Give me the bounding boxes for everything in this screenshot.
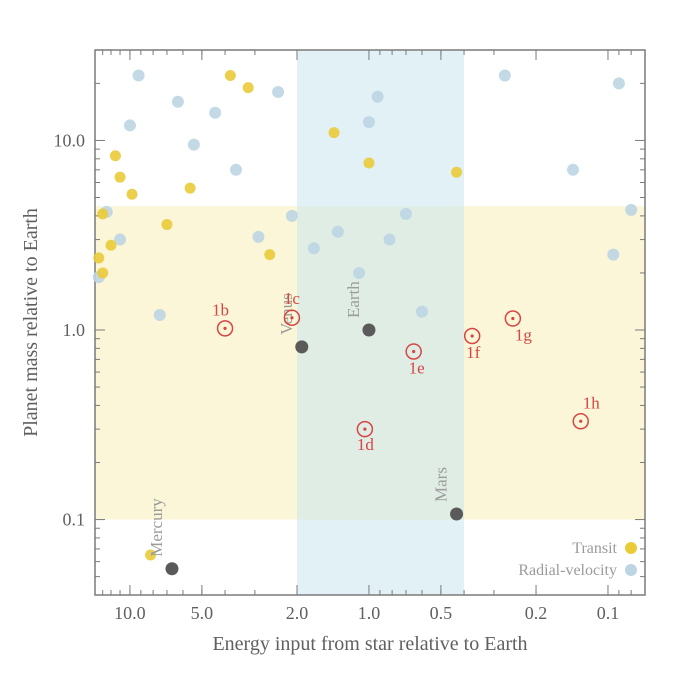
legend-marker bbox=[625, 542, 637, 554]
transit-point bbox=[110, 150, 121, 161]
x-tick-label: 1.0 bbox=[358, 603, 381, 623]
rv-point bbox=[363, 116, 375, 128]
rv-point bbox=[499, 70, 511, 82]
trappist-label: 1h bbox=[583, 393, 601, 412]
trappist-planet-dot bbox=[471, 334, 474, 337]
x-tick-label: 0.1 bbox=[597, 603, 620, 623]
transit-point bbox=[97, 208, 108, 219]
solar-system-label: Mercury bbox=[147, 498, 166, 557]
trappist-label: 1e bbox=[409, 359, 425, 378]
solar-system-label: Mars bbox=[432, 467, 451, 502]
transit-point bbox=[243, 82, 254, 93]
rv-point bbox=[286, 210, 298, 222]
x-tick-label: 10.0 bbox=[114, 603, 146, 623]
transit-point bbox=[329, 127, 340, 138]
x-axis-label: Energy input from star relative to Earth bbox=[212, 633, 527, 655]
solar-system-planet bbox=[362, 324, 375, 337]
rv-point bbox=[607, 249, 619, 261]
x-tick-label: 0.5 bbox=[430, 603, 453, 623]
rv-point bbox=[172, 96, 184, 108]
solar-system-planet bbox=[165, 562, 178, 575]
rv-point bbox=[272, 86, 284, 98]
rv-point bbox=[400, 208, 412, 220]
trappist-planet-dot bbox=[412, 350, 415, 353]
trappist-planet-dot bbox=[223, 327, 226, 330]
legend: Transit Radial-velocity bbox=[518, 540, 637, 579]
x-tick-label: 2.0 bbox=[286, 603, 309, 623]
y-tick-label: 1.0 bbox=[63, 320, 86, 340]
trappist-label: 1f bbox=[466, 343, 481, 362]
rv-point bbox=[154, 309, 166, 321]
scatter-plot: 10.0 5.0 2.0 1.0 0.5 0.2 0.1 0.1 1.0 10.0 Energy i… bbox=[0, 0, 700, 683]
rv-point bbox=[308, 242, 320, 254]
transit-point bbox=[225, 70, 236, 81]
rv-point bbox=[384, 234, 396, 246]
transit-point bbox=[363, 158, 374, 169]
trappist-planet-dot bbox=[363, 428, 366, 431]
trappist-label: 1c bbox=[284, 289, 301, 308]
rv-point bbox=[252, 231, 264, 243]
y-tick-label: 10.0 bbox=[54, 130, 86, 150]
transit-point bbox=[115, 172, 126, 183]
trappist-planet-dot bbox=[290, 316, 293, 319]
rv-point bbox=[567, 164, 579, 176]
x-tick-label: 5.0 bbox=[191, 603, 214, 623]
chart-container: 10.0 5.0 2.0 1.0 0.5 0.2 0.1 0.1 1.0 10.0 Energy i… bbox=[0, 0, 700, 683]
transit-point bbox=[106, 240, 117, 251]
rv-point bbox=[230, 164, 242, 176]
rv-point bbox=[372, 91, 384, 103]
rv-point bbox=[188, 139, 200, 151]
transit-point bbox=[451, 167, 462, 178]
legend-label: Radial-velocity bbox=[518, 562, 617, 579]
rv-point bbox=[124, 119, 136, 131]
x-tick-label: 0.2 bbox=[525, 603, 548, 623]
trappist-planet-dot bbox=[511, 317, 514, 320]
trappist-label: 1b bbox=[212, 300, 229, 319]
legend-label: Transit bbox=[572, 540, 617, 557]
rv-point bbox=[353, 267, 365, 279]
transit-point bbox=[93, 252, 104, 263]
solar-system-planet bbox=[295, 340, 308, 353]
legend-marker bbox=[625, 564, 637, 576]
transit-point bbox=[264, 249, 275, 260]
transit-point bbox=[97, 267, 108, 278]
rv-point bbox=[209, 107, 221, 119]
rv-point bbox=[416, 306, 428, 318]
transit-point bbox=[161, 219, 172, 230]
solar-system-label: Earth bbox=[344, 281, 363, 318]
rv-point bbox=[133, 70, 145, 82]
transit-point bbox=[185, 183, 196, 194]
y-axis-label: Planet mass relative to Earth bbox=[20, 208, 42, 437]
rv-point bbox=[613, 77, 625, 89]
trappist-planet-dot bbox=[579, 420, 582, 423]
trappist-label: 1d bbox=[357, 435, 375, 454]
rv-point bbox=[625, 204, 637, 216]
habitable-zone bbox=[297, 50, 464, 595]
transit-point bbox=[127, 189, 138, 200]
trappist-label: 1g bbox=[515, 325, 533, 344]
solar-system-planet bbox=[450, 507, 463, 520]
rv-point bbox=[332, 226, 344, 238]
y-tick-label: 0.1 bbox=[63, 510, 86, 530]
